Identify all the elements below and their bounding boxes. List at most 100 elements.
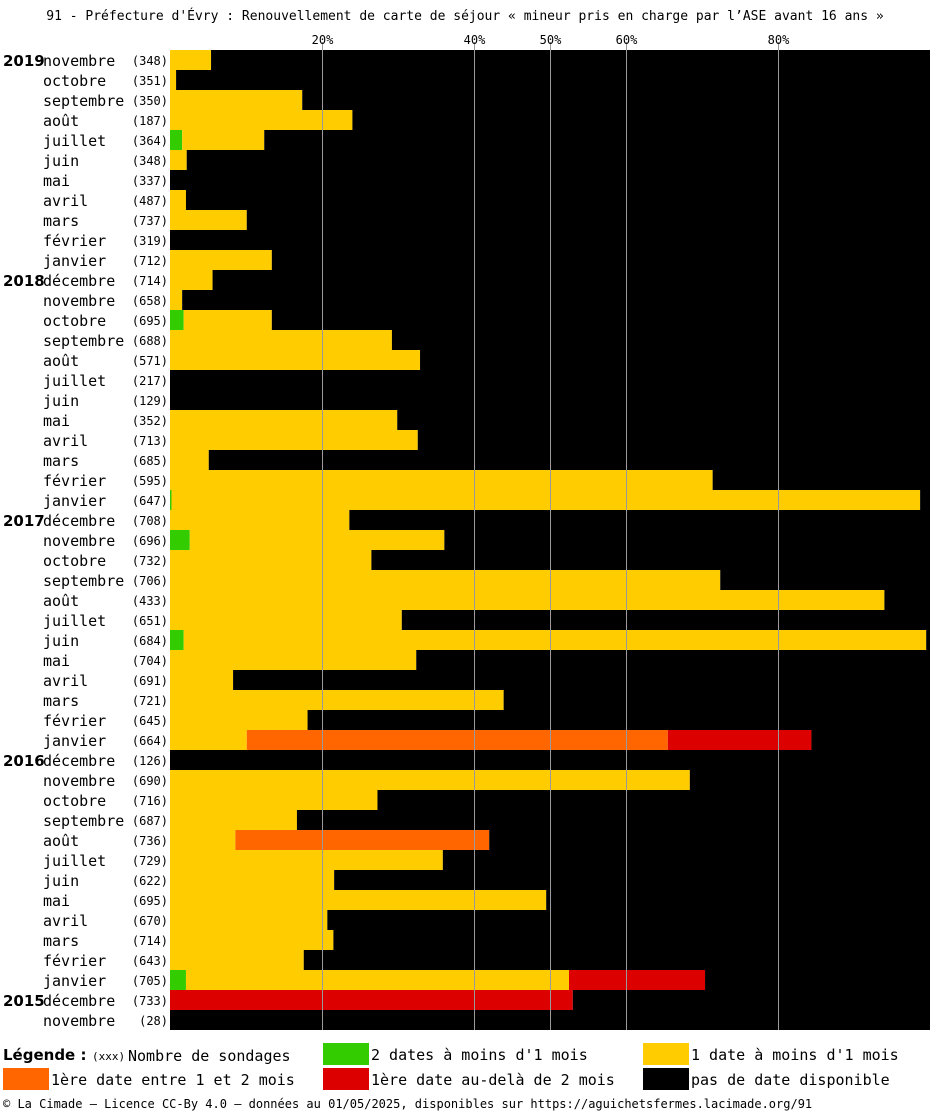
month-label: juin	[43, 392, 79, 410]
month-label: février	[43, 952, 106, 970]
bar-segment-black	[546, 890, 930, 910]
count-label: (352)	[132, 414, 168, 428]
legend: Légende : (xxx) Nombre de sondages 2 dat…	[0, 1042, 930, 1092]
month-label: février	[43, 712, 106, 730]
count-label: (714)	[132, 274, 168, 288]
month-label: août	[43, 112, 79, 130]
bar-segment-yellow	[171, 490, 921, 510]
count-label: (708)	[132, 514, 168, 528]
bar-segment-yellow	[185, 970, 569, 990]
bar-segment-yellow	[170, 910, 328, 930]
bar-segment-yellow	[182, 130, 265, 150]
count-label: (691)	[132, 674, 168, 688]
count-label: (713)	[132, 434, 168, 448]
month-label: août	[43, 832, 79, 850]
bar-segment-green	[170, 310, 184, 330]
bar-segment-yellow	[170, 150, 187, 170]
count-label: (664)	[132, 734, 168, 748]
month-label: juin	[43, 872, 79, 890]
bar-segment-yellow	[170, 330, 392, 350]
bar-segment-black	[349, 510, 930, 530]
bar-segment-black	[444, 530, 930, 550]
bar-segment-black	[401, 610, 930, 630]
bar-segment-yellow	[170, 890, 547, 910]
bar-segment-black	[186, 150, 930, 170]
month-label: février	[43, 232, 106, 250]
count-label: (351)	[132, 74, 168, 88]
month-label: mai	[43, 892, 70, 910]
count-label: (487)	[132, 194, 168, 208]
bar-segment-black	[352, 110, 930, 130]
bar-segment-black	[884, 590, 930, 610]
count-label: (716)	[132, 794, 168, 808]
bar-segment-yellow	[170, 270, 213, 290]
count-label: (704)	[132, 654, 168, 668]
count-label: (712)	[132, 254, 168, 268]
month-label: décembre	[43, 752, 115, 770]
bar-segment-yellow	[170, 190, 186, 210]
month-label: avril	[43, 672, 88, 690]
count-label: (348)	[132, 54, 168, 68]
count-label: (732)	[132, 554, 168, 568]
bar-segment-black	[176, 70, 930, 90]
year-label: 2015	[3, 992, 45, 1010]
count-label: (714)	[132, 934, 168, 948]
x-tick-label: 50%	[540, 33, 562, 47]
count-label: (126)	[132, 754, 168, 768]
bar-segment-black	[689, 770, 930, 790]
legend-title: Légende :	[3, 1046, 87, 1064]
bar-segment-yellow	[183, 310, 272, 330]
bar-segment-yellow	[170, 950, 304, 970]
month-label: avril	[43, 192, 88, 210]
bar-segment-yellow	[170, 710, 308, 730]
month-label: novembre	[43, 772, 115, 790]
count-label: (364)	[132, 134, 168, 148]
bar-segment-black	[212, 270, 930, 290]
legend-label-orange: 1ère date entre 1 et 2 mois	[51, 1071, 295, 1089]
month-label: mai	[43, 172, 70, 190]
count-label: (217)	[132, 374, 168, 388]
month-label: mars	[43, 452, 79, 470]
bar-segment-black	[377, 790, 930, 810]
month-label: octobre	[43, 72, 106, 90]
bar-segment-yellow	[170, 90, 303, 110]
legend-swatch-yellow	[643, 1043, 689, 1065]
count-label: (705)	[132, 974, 168, 988]
month-label: juillet	[43, 132, 106, 150]
bar-segment-black	[391, 330, 930, 350]
bar-segment-green	[170, 130, 183, 150]
month-label: janvier	[43, 972, 106, 990]
bar-segment-yellow	[170, 850, 443, 870]
count-label: (350)	[132, 94, 168, 108]
bar-segment-yellow	[170, 450, 209, 470]
bar-segment-black	[417, 430, 930, 450]
bar-segment-yellow	[170, 790, 378, 810]
bar-segment-yellow	[170, 70, 177, 90]
month-label: septembre	[43, 572, 124, 590]
legend-label-red: 1ère date au-delà de 2 mois	[371, 1071, 615, 1089]
bar-segment-black	[303, 950, 930, 970]
month-label: septembre	[43, 332, 124, 350]
bar-segment-yellow	[170, 470, 713, 490]
count-label: (721)	[132, 694, 168, 708]
month-label: janvier	[43, 492, 106, 510]
bar-segment-yellow	[170, 650, 417, 670]
month-label: mars	[43, 692, 79, 710]
month-label: octobre	[43, 552, 106, 570]
bar-segment-yellow	[170, 550, 372, 570]
month-label: avril	[43, 432, 88, 450]
year-label: 2018	[3, 272, 45, 290]
count-label: (737)	[132, 214, 168, 228]
count-label: (337)	[132, 174, 168, 188]
bar-segment-yellow	[183, 630, 927, 650]
count-label: (348)	[132, 154, 168, 168]
bar-segment-yellow	[170, 830, 236, 850]
bar-segment-black	[182, 290, 930, 310]
month-label: juin	[43, 632, 79, 650]
bar-segment-black	[926, 630, 930, 650]
bar-segment-black	[397, 410, 930, 430]
footer-credit: © La Cimade — Licence CC-By 4.0 — donnée…	[3, 1097, 813, 1111]
bar-segment-black	[503, 690, 930, 710]
month-label: novembre	[43, 1012, 115, 1030]
